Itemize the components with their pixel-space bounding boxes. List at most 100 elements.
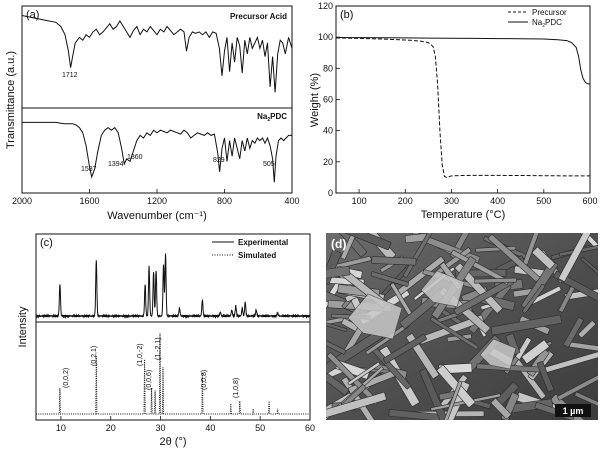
panel-b-legend-na2pdc: Na2PDC: [532, 18, 562, 29]
panel-b-ytick-label-120: 120: [318, 1, 333, 11]
sem-rod: [553, 270, 598, 309]
panel-c-xlabel: 2θ (°): [159, 436, 186, 448]
panel-d: (d) 1 µm: [326, 233, 598, 420]
panel-c-legend-experimental: Experimental: [238, 238, 288, 247]
sem-rod: [490, 314, 562, 336]
panel-a: (a) Precursor Acid Na2PDC 2000 1600 1200 80…: [5, 5, 300, 222]
panel-a-xtick-label-1200: 1200: [147, 196, 167, 206]
panel-c-annotation-108: (1,0,8): [233, 378, 240, 398]
panel-c-annotation-10-2: (1,0,-2): [137, 343, 144, 366]
panel-b-ytick-label-20: 20: [323, 157, 333, 167]
panel-b-xtick-label-100: 100: [352, 196, 367, 206]
panel-b-ytick-label-60: 60: [323, 95, 333, 105]
sem-plate: [420, 270, 465, 308]
panel-c-label: (c): [40, 237, 53, 249]
panel-a-annotation-1394: 1394: [108, 161, 124, 168]
sem-rod: [430, 316, 479, 350]
sem-rod: [536, 361, 554, 392]
panel-b-label: (b): [340, 9, 353, 21]
panel-a-annotation-505: 505: [263, 161, 275, 168]
panel-c-annotation-021: (0,2,1): [91, 346, 98, 366]
sem-rod: [371, 256, 417, 266]
panel-c-xtick-label-20: 20: [106, 423, 116, 433]
panel-c-xtick-label-30: 30: [156, 423, 166, 433]
sem-rod: [487, 234, 541, 282]
panel-a-series-label-na2pdc: Na2PDC: [257, 112, 287, 123]
panel-c-legend-simulated: Simulated: [238, 251, 276, 260]
panel-c: (c) 10 20 30 40 50 60 Experimental Simulated …: [17, 233, 315, 448]
sem-rod: [522, 283, 546, 314]
panel-a-series-label-precursor: Precursor Acid: [230, 12, 287, 21]
sem-rod: [450, 249, 510, 285]
sem-rod: [347, 362, 381, 386]
panel-b-xlabel: Temperature (°C): [421, 209, 505, 221]
panel-b-ytick-label-100: 100: [318, 32, 333, 42]
panel-a-xtick-label-800: 800: [217, 196, 232, 206]
panel-b-ytick-label-0: 0: [328, 188, 333, 198]
panel-a-xtick-label-1600: 1600: [79, 196, 99, 206]
sem-image: [326, 233, 598, 420]
panel-b-xtick-label-600: 600: [582, 196, 597, 206]
panel-a-annotation-829: 829: [213, 157, 225, 164]
sem-rod: [439, 380, 463, 420]
panel-c-ylabel: Intensity: [17, 306, 29, 347]
panel-a-curve-precursor-acid: [21, 15, 293, 93]
panel-d-label: (d): [331, 237, 346, 251]
panel-c-curve-simulated: [36, 333, 310, 415]
panel-a-curve-na2pdc: [22, 121, 292, 183]
sem-rod: [473, 277, 517, 284]
panel-b-xtick-label-400: 400: [490, 196, 505, 206]
panel-c-annotation-002: (0,0,2): [63, 368, 70, 388]
panel-c-xtick-label-40: 40: [205, 423, 215, 433]
panel-a-annotation-1712: 1712: [62, 72, 78, 79]
panel-c-frame: [35, 233, 311, 421]
panel-b-curve-precursor: [335, 37, 590, 178]
sem-rod: [326, 392, 387, 419]
sem-rod: [340, 233, 357, 260]
panel-b-curve-na2pdc: [335, 37, 590, 85]
panel-a-xtick-label-400: 400: [284, 196, 299, 206]
sem-rod: [521, 339, 550, 364]
sem-rod: [563, 317, 584, 348]
panel-b-ylabel: Weight (%): [309, 73, 321, 127]
sem-rod: [326, 364, 350, 396]
sem-rod: [490, 398, 512, 420]
panel-c-xtick-label-10: 10: [56, 423, 66, 433]
sem-rod: [454, 262, 503, 314]
panel-b-ytick-label-40: 40: [323, 126, 333, 136]
sem-rod: [326, 265, 351, 280]
panel-c-annotation-006: (0,0,6): [146, 370, 153, 390]
panel-c-curve-experimental: [35, 253, 311, 319]
sem-rod: [419, 368, 449, 420]
sem-plate: [479, 338, 517, 370]
sem-rod: [574, 391, 598, 409]
panel-b-ytick-label-80: 80: [323, 63, 333, 73]
sem-rod: [580, 257, 598, 276]
panel-c-xtick-label-60: 60: [305, 423, 315, 433]
panel-b-xtick-label-200: 200: [398, 196, 413, 206]
panel-b-frame: [335, 5, 591, 194]
sem-rod: [557, 364, 598, 401]
sem-plate: [347, 293, 403, 340]
panel-a-annotation-1587: 1587: [81, 166, 97, 173]
sem-rod: [333, 233, 392, 251]
sem-rod: [578, 320, 596, 338]
panel-b: (b) 100 200 300 400 500 600 0 20 40 60 80 100 120 Pr…: [309, 1, 598, 221]
panel-c-annotation-1-21: (1,-2,1): [155, 337, 162, 360]
panel-c-annotation-008: (0,0,8): [201, 370, 208, 390]
panel-a-xtick-label-2000: 2000: [12, 196, 32, 206]
scale-bar-box: [555, 404, 591, 417]
panel-a-ylabel: Transmittance (a.u.): [5, 51, 17, 149]
sem-rod: [531, 246, 556, 270]
panel-a-xlabel: Wavenumber (cm⁻¹): [107, 210, 207, 222]
panel-c-xtick-label-50: 50: [255, 423, 265, 433]
panel-b-xtick-label-500: 500: [536, 196, 551, 206]
panel-b-xtick-label-300: 300: [444, 196, 459, 206]
sem-rod: [382, 334, 427, 364]
sem-rod: [326, 316, 348, 332]
scale-bar-label: 1 µm: [563, 406, 584, 416]
sem-rod: [326, 339, 347, 355]
panel-a-label: (a): [26, 9, 39, 21]
